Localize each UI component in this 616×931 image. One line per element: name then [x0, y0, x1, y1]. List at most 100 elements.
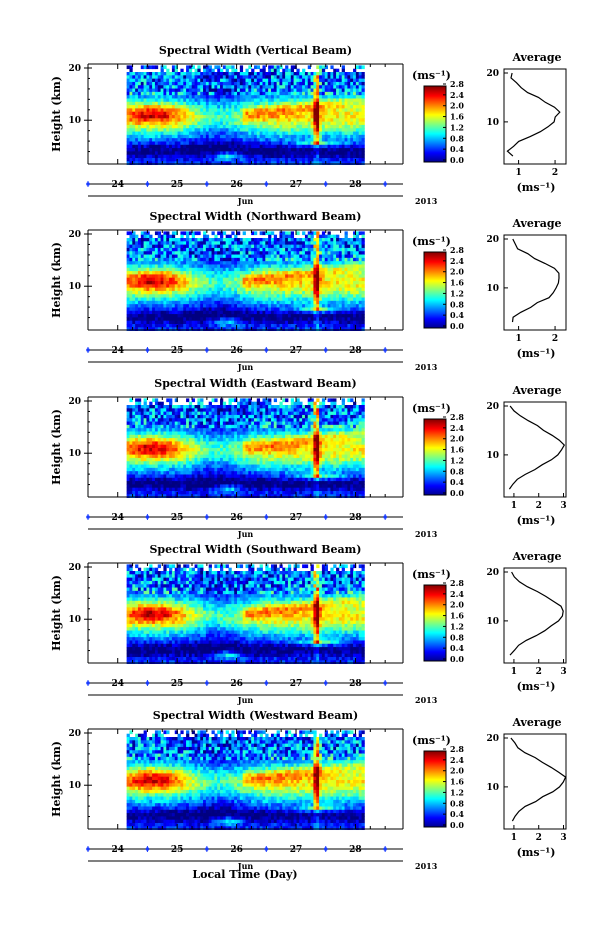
heatmap-cell: [338, 148, 343, 152]
heatmap-cell: [296, 241, 300, 246]
heatmap-cell: [344, 101, 348, 106]
heatmap-cell: [152, 158, 156, 162]
heatmap-cell: [338, 274, 343, 279]
heatmap-cell: [304, 297, 309, 302]
heatmap-cell: [186, 304, 190, 308]
heatmap-cell: [268, 287, 272, 292]
heatmap-cell: [143, 91, 147, 96]
heatmap-cell: [333, 148, 337, 152]
heatmap-cell: [265, 297, 269, 302]
heatmap-cell: [166, 241, 170, 246]
heatmap-cell: [132, 231, 136, 236]
heatmap-cell: [137, 247, 142, 252]
heatmap-cell: [217, 65, 221, 70]
heatmap-cell: [200, 267, 204, 272]
heatmap-cell: [310, 148, 314, 152]
heatmap-cell: [140, 324, 145, 328]
heatmap-cell: [152, 154, 156, 159]
heatmap-cell: [319, 241, 323, 246]
heatmap-cell: [217, 297, 221, 302]
heatmap-cell: [270, 141, 275, 146]
heatmap-cell: [177, 131, 181, 136]
heatmap-cell: [245, 108, 249, 113]
heatmap-cell: [358, 111, 362, 116]
heatmap-cell: [214, 124, 218, 129]
heatmap-cell: [237, 158, 241, 162]
heatmap-cell: [307, 151, 311, 156]
heatmap-cell: [285, 72, 289, 76]
heatmap-cell: [268, 320, 272, 325]
heatmap-cell: [129, 85, 133, 89]
heatmap-cell: [355, 327, 360, 332]
heatmap-cell: [259, 271, 263, 275]
heatmap-cell: [273, 148, 278, 152]
heatmap-cell: [149, 244, 153, 249]
heatmap-cell: [316, 98, 320, 103]
heatmap-cell: [135, 297, 139, 302]
heatmap-cell: [237, 317, 241, 322]
heatmap-cell: [347, 307, 351, 312]
heatmap-cell: [149, 85, 153, 89]
heatmap-cell: [186, 148, 190, 152]
heatmap-cell: [282, 101, 286, 106]
heatmap-cell: [152, 290, 156, 295]
heatmap-cell: [319, 267, 323, 272]
heatmap-cell: [353, 124, 357, 129]
heatmap-cell: [285, 118, 289, 123]
heatmap-cell: [157, 238, 161, 242]
heatmap-cell: [200, 72, 204, 76]
heatmap-cell: [183, 290, 187, 295]
heatmap-cell: [282, 300, 286, 305]
heatmap-cell: [256, 261, 261, 265]
heatmap-cell: [262, 65, 266, 70]
heatmap-cell: [140, 141, 145, 146]
heatmap-cell: [183, 78, 187, 83]
heatmap-cell: [256, 65, 261, 70]
heatmap-cell: [132, 300, 136, 305]
heatmap-cell: [344, 310, 348, 315]
heatmap-cell: [239, 131, 244, 136]
heatmap-cell: [268, 271, 272, 275]
heatmap-cell: [302, 290, 306, 295]
heatmap-cell: [171, 81, 176, 86]
heatmap-cell: [344, 88, 348, 93]
heatmap-cell: [361, 75, 365, 80]
heatmap-cell: [268, 310, 272, 315]
heatmap-cell: [279, 277, 283, 282]
heatmap-cell: [330, 297, 334, 302]
heatmap-cell: [361, 284, 365, 289]
heatmap-cell: [203, 274, 207, 279]
heatmap-cell: [194, 304, 198, 308]
heatmap-cell: [256, 307, 261, 312]
heatmap-cell: [146, 108, 150, 113]
heatmap-cell: [180, 98, 184, 103]
heatmap-cell: [140, 294, 145, 298]
heatmap-cell: [253, 244, 258, 249]
heatmap-cell: [313, 247, 317, 252]
heatmap-cell: [251, 121, 255, 126]
heatmap-cell: [287, 294, 292, 298]
heatmap-cell: [310, 105, 314, 109]
heatmap-cell: [336, 78, 340, 83]
heatmap-cell: [324, 294, 328, 298]
heatmap-cell: [245, 238, 249, 242]
heatmap-cell: [205, 251, 210, 255]
heatmap-cell: [355, 141, 360, 146]
heatmap-cell: [174, 264, 178, 269]
heatmap-cell: [197, 297, 201, 302]
heatmap-cell: [253, 148, 258, 152]
heatmap-cell: [282, 238, 286, 242]
heatmap-cell: [231, 121, 235, 126]
heatmap-cell: [166, 310, 170, 315]
heatmap-cell: [358, 300, 362, 305]
heatmap-cell: [217, 294, 221, 298]
heatmap-cell: [273, 118, 278, 123]
heatmap-cell: [279, 241, 283, 246]
heatmap-cell: [188, 81, 193, 86]
heatmap-cell: [344, 121, 348, 126]
heatmap-cell: [225, 297, 229, 302]
heatmap-cell: [361, 141, 365, 146]
heatmap-cell: [217, 105, 221, 109]
heatmap-cell: [344, 238, 348, 242]
heatmap-cell: [285, 105, 289, 109]
